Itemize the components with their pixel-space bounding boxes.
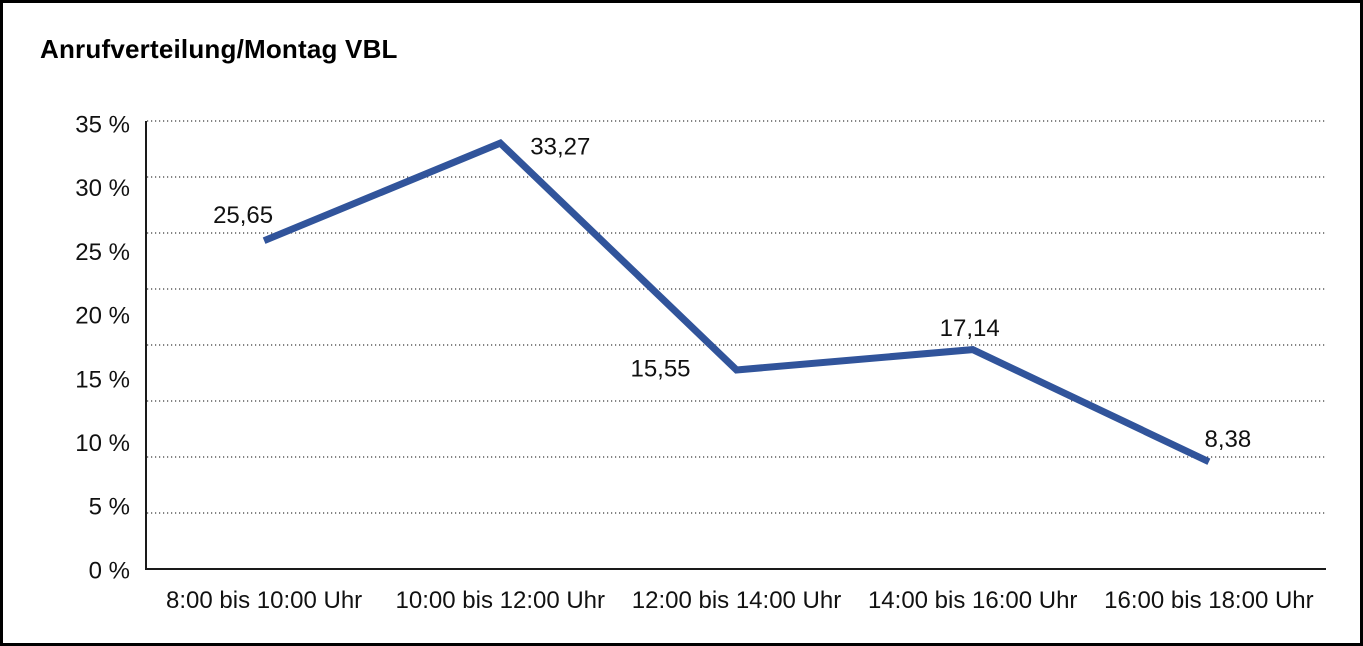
x-axis-category-label: 10:00 bis 12:00 Uhr <box>396 587 605 614</box>
y-axis-tick-label: 0 % <box>89 557 130 584</box>
y-axis-tick-label: 30 % <box>75 175 130 202</box>
y-axis-tick-label: 5 % <box>89 494 130 521</box>
line-chart: 35 % 30 % 25 % 20 % 15 % 10 % 5 % 0 % 8:00 bis 1… <box>75 111 1327 614</box>
data-point-label: 8,38 <box>1205 426 1252 453</box>
chart-title: Anrufverteilung/Montag VBL <box>40 34 398 64</box>
x-axis-category-label: 16:00 bis 18:00 Uhr <box>1104 587 1313 614</box>
y-axis-tick-label: 15 % <box>75 366 130 393</box>
y-axis-tick-label: 20 % <box>75 303 130 330</box>
y-axis-tick-label: 10 % <box>75 430 130 457</box>
data-point-label: 15,55 <box>630 355 690 382</box>
x-axis-category-label: 12:00 bis 14:00 Uhr <box>632 587 841 614</box>
series-line <box>262 139 1211 465</box>
y-axis-tick-label: 25 % <box>75 239 130 266</box>
data-point-label: 25,65 <box>213 202 273 229</box>
data-point-label: 17,14 <box>940 315 1000 342</box>
x-axis-category-label: 14:00 bis 16:00 Uhr <box>868 587 1077 614</box>
y-axis-tick-label: 35 % <box>75 111 130 138</box>
x-axis-category-label: 8:00 bis 10:00 Uhr <box>166 587 362 614</box>
data-point-label: 33,27 <box>530 134 590 161</box>
